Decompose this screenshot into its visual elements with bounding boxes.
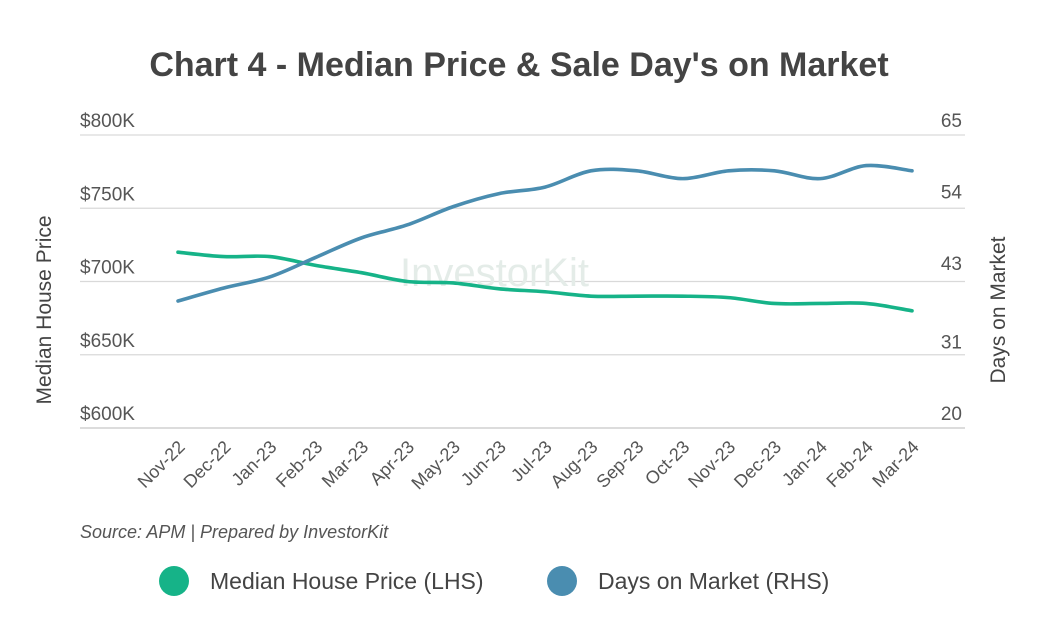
x-tick-label: Sep-23 — [592, 437, 647, 492]
right-axis-label: Days on Market — [987, 236, 1010, 383]
x-tick-label: Nov-23 — [684, 437, 739, 492]
left-tick-label: $650K — [80, 331, 135, 352]
x-tick-label: Mar-24 — [868, 437, 922, 491]
legend-label-median-price: Median House Price (LHS) — [210, 568, 484, 594]
x-tick-label: Nov-22 — [134, 437, 189, 492]
x-tick-label: Jun-23 — [457, 437, 510, 490]
x-tick-label: Jan-23 — [228, 437, 281, 490]
right-tick-label: 54 — [941, 183, 963, 204]
x-tick-label: Oct-23 — [641, 437, 693, 489]
legend-label-days-on-market: Days on Market (RHS) — [598, 568, 829, 594]
x-tick-label: May-23 — [407, 437, 464, 494]
x-axis-ticks: Nov-22Dec-22Jan-23Feb-23Mar-23Apr-23May-… — [134, 437, 923, 494]
series-lines — [176, 163, 914, 313]
right-tick-label: 65 — [941, 111, 962, 132]
left-tick-label: $750K — [80, 184, 135, 205]
x-tick-label: Dec-23 — [730, 437, 785, 492]
right-axis-ticks: 20 31 43 54 65 — [941, 111, 963, 425]
right-tick-label: 20 — [941, 404, 962, 425]
x-tick-label: Jan-24 — [778, 437, 831, 490]
legend: Median House Price (LHS) Days on Market … — [159, 566, 829, 596]
x-tick-label: Dec-22 — [180, 437, 235, 492]
legend-item-median-price[interactable]: Median House Price (LHS) — [159, 566, 484, 596]
legend-marker-days-on-market — [547, 566, 577, 596]
left-axis-label: Median House Price — [33, 215, 56, 404]
left-tick-label: $600K — [80, 404, 135, 425]
left-axis-ticks: $600K $650K $700K $750K $800K — [80, 111, 135, 425]
x-tick-label: Mar-23 — [318, 437, 372, 491]
gridlines — [80, 134, 965, 429]
right-tick-label: 43 — [941, 254, 962, 275]
right-tick-label: 31 — [941, 332, 962, 353]
series-line-days-on-market — [176, 163, 914, 303]
x-tick-label: Feb-23 — [272, 437, 326, 491]
left-tick-label: $800K — [80, 111, 135, 132]
left-tick-label: $700K — [80, 258, 135, 279]
chart-title: Chart 4 - Median Price & Sale Day's on M… — [149, 46, 888, 84]
legend-marker-median-price — [159, 566, 189, 596]
source-note: Source: APM | Prepared by InvestorKit — [80, 522, 389, 542]
x-tick-label: Aug-23 — [547, 437, 602, 492]
x-tick-label: Feb-24 — [822, 437, 876, 491]
legend-item-days-on-market[interactable]: Days on Market (RHS) — [547, 566, 829, 596]
